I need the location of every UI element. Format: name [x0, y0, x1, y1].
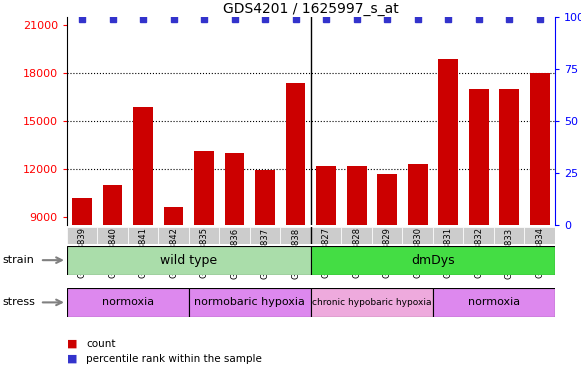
- Text: ■: ■: [67, 339, 77, 349]
- Bar: [530, 73, 550, 360]
- Text: wild type: wild type: [160, 254, 217, 266]
- Bar: [311, 246, 555, 275]
- Bar: [133, 107, 153, 360]
- Text: ■: ■: [67, 354, 77, 364]
- Text: GSM398829: GSM398829: [383, 227, 392, 278]
- Bar: [128, 227, 158, 244]
- Bar: [72, 197, 92, 360]
- Bar: [189, 288, 311, 317]
- Bar: [438, 59, 458, 360]
- Title: GDS4201 / 1625997_s_at: GDS4201 / 1625997_s_at: [223, 2, 399, 16]
- Text: GSM398830: GSM398830: [413, 227, 422, 278]
- Text: strain: strain: [3, 255, 35, 265]
- Text: GSM398833: GSM398833: [505, 227, 514, 278]
- Bar: [499, 89, 519, 360]
- Bar: [225, 153, 245, 360]
- Bar: [67, 288, 189, 317]
- Bar: [494, 227, 525, 244]
- Text: GSM398832: GSM398832: [474, 227, 483, 278]
- Bar: [433, 288, 555, 317]
- Text: GSM398827: GSM398827: [322, 227, 331, 278]
- Text: GSM398838: GSM398838: [291, 227, 300, 278]
- Bar: [98, 227, 128, 244]
- Bar: [311, 227, 342, 244]
- Text: GSM398842: GSM398842: [169, 227, 178, 278]
- Bar: [67, 227, 98, 244]
- Bar: [311, 288, 433, 317]
- Text: stress: stress: [3, 297, 36, 308]
- Bar: [67, 246, 311, 275]
- Bar: [433, 227, 464, 244]
- Bar: [347, 166, 367, 360]
- Text: normoxia: normoxia: [468, 297, 520, 308]
- Text: GSM398834: GSM398834: [535, 227, 544, 278]
- Text: GSM398837: GSM398837: [261, 227, 270, 278]
- Bar: [220, 227, 250, 244]
- Text: GSM398831: GSM398831: [444, 227, 453, 278]
- Bar: [372, 227, 403, 244]
- Bar: [286, 83, 306, 360]
- Text: GSM398841: GSM398841: [139, 227, 148, 278]
- Bar: [189, 227, 220, 244]
- Text: dmDys: dmDys: [411, 254, 455, 266]
- Bar: [280, 227, 311, 244]
- Bar: [250, 227, 281, 244]
- Text: GSM398839: GSM398839: [78, 227, 87, 278]
- Text: GSM398836: GSM398836: [230, 227, 239, 278]
- Text: count: count: [86, 339, 116, 349]
- Text: chronic hypobaric hypoxia: chronic hypobaric hypoxia: [312, 298, 432, 307]
- Bar: [377, 174, 397, 360]
- Bar: [402, 227, 433, 244]
- Bar: [255, 170, 275, 360]
- Text: GSM398828: GSM398828: [352, 227, 361, 278]
- Text: normoxia: normoxia: [102, 297, 154, 308]
- Bar: [194, 151, 214, 360]
- Text: GSM398835: GSM398835: [200, 227, 209, 278]
- Bar: [342, 227, 372, 244]
- Bar: [316, 166, 336, 360]
- Text: normobaric hypoxia: normobaric hypoxia: [195, 297, 305, 308]
- Bar: [469, 89, 489, 360]
- Bar: [464, 227, 494, 244]
- Bar: [408, 164, 428, 360]
- Bar: [158, 227, 189, 244]
- Text: percentile rank within the sample: percentile rank within the sample: [86, 354, 262, 364]
- Bar: [164, 207, 184, 360]
- Text: GSM398840: GSM398840: [108, 227, 117, 278]
- Bar: [103, 185, 123, 360]
- Bar: [524, 227, 555, 244]
